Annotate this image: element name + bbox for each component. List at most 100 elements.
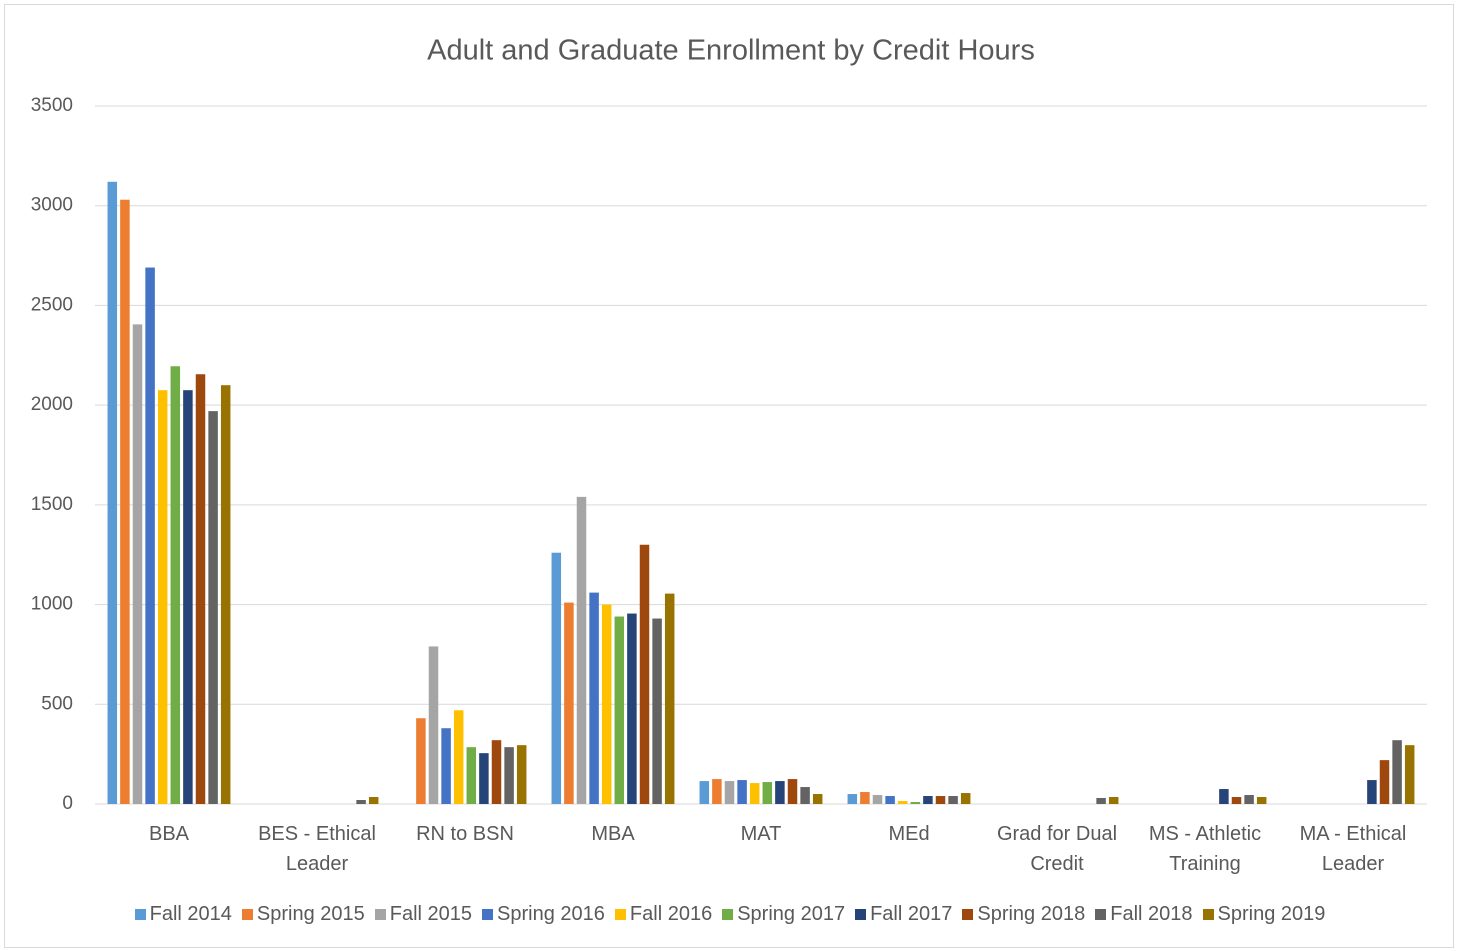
y-tick-label: 2000 — [31, 394, 73, 415]
legend-item: Spring 2017 — [722, 903, 845, 926]
legend-item: Fall 2016 — [614, 903, 713, 926]
legend-item: Spring 2019 — [1202, 903, 1326, 926]
bar — [516, 745, 527, 804]
bar — [712, 779, 722, 804]
bar — [1231, 797, 1242, 804]
x-tick-label: MEd — [888, 823, 930, 845]
bar — [479, 753, 489, 804]
bar — [860, 792, 870, 804]
bar — [157, 390, 168, 804]
y-tick-label: 2500 — [31, 294, 73, 315]
bar — [935, 796, 946, 804]
bar — [885, 796, 895, 804]
bar — [145, 267, 155, 805]
legend-label: Fall 2018 — [1110, 903, 1193, 925]
bar — [724, 781, 735, 804]
legend-label: Spring 2018 — [977, 903, 1086, 925]
x-tick-label: MS - Athletic Training — [1148, 823, 1262, 875]
bar — [416, 718, 426, 804]
bar — [762, 782, 773, 804]
legend-swatch — [374, 909, 386, 920]
bar — [775, 781, 785, 804]
legend-label: Fall 2015 — [389, 903, 473, 925]
bar — [132, 324, 143, 804]
legend: Fall 2014 Spring 2015 Fall 2015 Spring 2016… — [0, 903, 1460, 926]
legend-item: Spring 2016 — [482, 903, 605, 926]
bar — [800, 787, 810, 804]
x-tick-label: MA - Ethical Leader — [1299, 823, 1407, 875]
bar — [504, 747, 514, 804]
bar — [428, 646, 439, 804]
legend-swatch — [614, 909, 626, 920]
bar — [749, 783, 760, 804]
legend-swatch — [722, 909, 734, 920]
bar — [1096, 798, 1106, 804]
bar — [120, 199, 130, 804]
bar — [453, 710, 464, 804]
legend-swatch — [241, 909, 253, 920]
legend-label: Spring 2019 — [1217, 903, 1326, 925]
bar — [847, 794, 858, 804]
legend-label: Fall 2016 — [629, 903, 713, 925]
legend-item: Fall 2018 — [1095, 903, 1193, 926]
bar — [1404, 745, 1415, 804]
legend-item: Spring 2015 — [241, 903, 365, 926]
bar — [1219, 789, 1229, 804]
bar — [1256, 797, 1267, 804]
bar — [356, 800, 366, 804]
y-tick-label: 1000 — [31, 594, 73, 615]
legend-swatch — [1095, 909, 1107, 920]
bar — [812, 794, 823, 804]
y-tick-label: 3000 — [31, 195, 73, 216]
bar — [601, 604, 612, 804]
legend-swatch — [482, 909, 494, 920]
bar — [170, 366, 181, 804]
legend-swatch — [1202, 909, 1214, 920]
y-tick-label: 3500 — [31, 95, 73, 116]
bar — [576, 496, 587, 804]
y-tick-label: 500 — [41, 693, 73, 714]
bar — [1244, 795, 1254, 804]
bar — [551, 552, 562, 804]
bar — [441, 728, 451, 804]
legend-swatch — [134, 909, 146, 920]
bar — [1379, 760, 1390, 804]
y-tick-label: 1500 — [31, 494, 73, 515]
bar — [183, 390, 193, 804]
legend-label: Spring 2017 — [737, 903, 846, 925]
bar — [639, 544, 650, 804]
bar — [107, 181, 118, 805]
bar — [208, 411, 218, 804]
bar — [1108, 797, 1119, 804]
bar — [368, 797, 379, 804]
bar — [652, 618, 662, 804]
x-tick-label: BES - Ethical Leader — [258, 823, 376, 875]
bar — [897, 801, 908, 804]
chart-border — [4, 4, 1454, 948]
bar — [491, 740, 502, 804]
bar — [627, 613, 637, 804]
y-tick-label: 0 — [62, 793, 73, 814]
legend-item: Fall 2017 — [855, 903, 952, 926]
bar — [737, 780, 747, 804]
legend-label: Spring 2015 — [256, 903, 365, 925]
x-tick-label: MBA — [591, 823, 635, 845]
legend-label: Fall 2014 — [149, 903, 232, 925]
bar — [589, 592, 599, 804]
bar — [787, 779, 798, 804]
bar — [910, 802, 921, 804]
x-tick-label: RN to BSN — [416, 823, 514, 845]
legend-item: Fall 2014 — [134, 903, 232, 926]
legend-label: Spring 2016 — [497, 903, 605, 925]
bar — [1392, 740, 1402, 804]
legend-swatch — [962, 909, 974, 920]
bar — [1367, 780, 1377, 804]
legend-item: Spring 2018 — [962, 903, 1085, 926]
bar — [923, 796, 933, 804]
chart-title: Adult and Graduate Enrollment by Credit … — [427, 35, 1035, 67]
x-tick-label: Grad for Dual Credit — [996, 823, 1118, 875]
bar — [564, 602, 574, 804]
x-tick-label: MAT — [740, 823, 782, 845]
